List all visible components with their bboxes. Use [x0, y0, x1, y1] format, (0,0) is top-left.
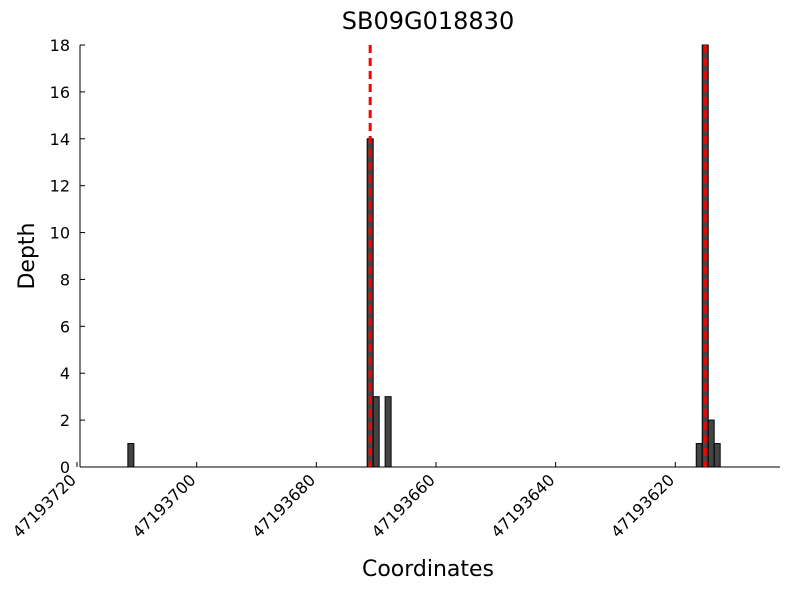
y-tick-label: 18	[50, 36, 70, 55]
y-tick-label: 0	[60, 458, 70, 477]
y-axis-label: Depth	[15, 222, 40, 289]
y-tick-label: 12	[50, 177, 70, 196]
x-tick-label: 47193640	[487, 470, 558, 541]
chart-title: SB09G018830	[342, 7, 514, 35]
bar	[127, 443, 135, 468]
x-tick-label: 47193680	[248, 470, 319, 541]
bar	[384, 396, 392, 468]
x-tick-label: 47193700	[128, 470, 199, 541]
x-axis-label: Coordinates	[362, 557, 494, 582]
bar	[372, 396, 380, 468]
x-tick-label: 47193620	[607, 470, 678, 541]
bar	[707, 419, 715, 468]
y-tick-label: 10	[50, 224, 70, 243]
y-tick-label: 6	[60, 317, 70, 336]
y-tick-label: 2	[60, 411, 70, 430]
y-tick-label: 16	[50, 83, 70, 102]
bar	[713, 443, 721, 468]
y-tick-label: 14	[50, 130, 70, 149]
bar	[695, 443, 703, 468]
y-tick-label: 4	[60, 364, 70, 383]
x-tick-label: 47193660	[368, 470, 439, 541]
y-tick-label: 8	[60, 270, 70, 289]
x-tick-label: 47193720	[9, 470, 80, 541]
